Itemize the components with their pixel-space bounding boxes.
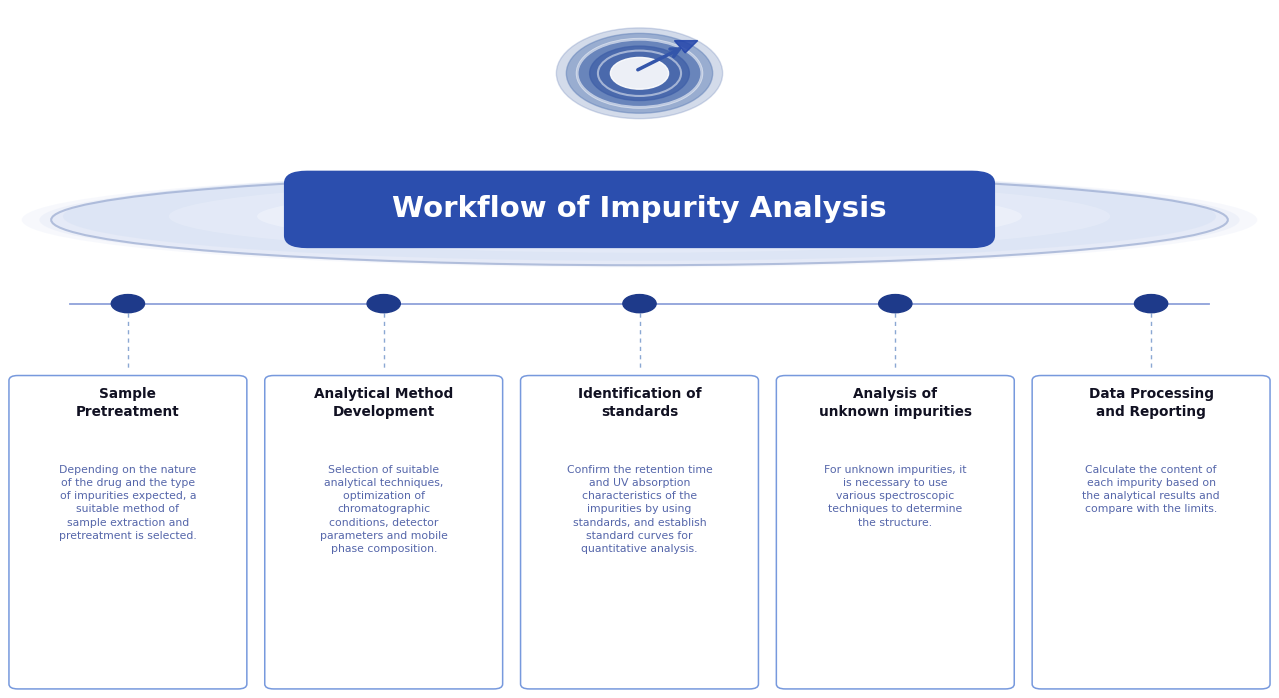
FancyBboxPatch shape <box>776 376 1014 689</box>
FancyBboxPatch shape <box>284 171 995 248</box>
Text: For unknown impurities, it
is necessary to use
various spectroscopic
techniques : For unknown impurities, it is necessary … <box>824 465 967 528</box>
Text: Workflow of Impurity Analysis: Workflow of Impurity Analysis <box>393 195 886 223</box>
Circle shape <box>556 28 723 119</box>
Circle shape <box>590 46 689 101</box>
Circle shape <box>367 295 400 313</box>
Text: Analysis of
unknown impurities: Analysis of unknown impurities <box>819 387 972 419</box>
Text: Confirm the retention time
and UV absorption
characteristics of the
impurities b: Confirm the retention time and UV absorp… <box>567 465 712 554</box>
Polygon shape <box>674 40 698 53</box>
Ellipse shape <box>22 172 1257 267</box>
Circle shape <box>1134 295 1168 313</box>
Text: Calculate the content of
each impurity based on
the analytical results and
compa: Calculate the content of each impurity b… <box>1082 465 1220 514</box>
Text: Analytical Method
Development: Analytical Method Development <box>315 387 453 419</box>
Ellipse shape <box>51 174 1228 265</box>
Ellipse shape <box>63 172 1216 261</box>
FancyBboxPatch shape <box>265 376 503 689</box>
Circle shape <box>567 34 712 113</box>
Text: Sample
Pretreatment: Sample Pretreatment <box>75 387 180 419</box>
Circle shape <box>111 295 145 313</box>
Circle shape <box>623 295 656 313</box>
Text: Data Processing
and Reporting: Data Processing and Reporting <box>1088 387 1214 419</box>
Text: Selection of suitable
analytical techniques,
optimization of
chromatographic
con: Selection of suitable analytical techniq… <box>320 465 448 554</box>
FancyBboxPatch shape <box>521 376 758 689</box>
FancyBboxPatch shape <box>1032 376 1270 689</box>
Ellipse shape <box>110 175 1169 257</box>
Ellipse shape <box>257 187 1022 246</box>
Text: Depending on the nature
of the drug and the type
of impurities expected, a
suita: Depending on the nature of the drug and … <box>59 465 197 541</box>
Ellipse shape <box>169 180 1110 253</box>
Text: Identification of
standards: Identification of standards <box>578 387 701 419</box>
Circle shape <box>879 295 912 313</box>
Circle shape <box>577 39 702 107</box>
FancyBboxPatch shape <box>9 376 247 689</box>
Ellipse shape <box>40 174 1239 266</box>
Circle shape <box>610 57 669 89</box>
